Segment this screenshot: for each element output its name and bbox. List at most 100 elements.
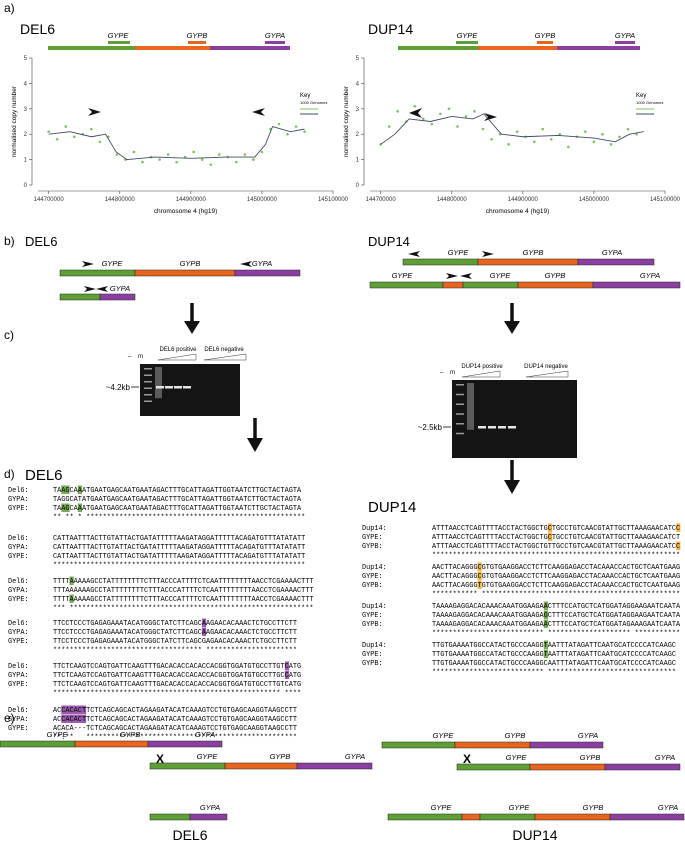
sequence: TAGGCATATGAATGAGCAATGAATAGACTTTGCATTAGAT… (53, 496, 302, 504)
data-point (592, 140, 596, 144)
consensus: ** ** * ********************************… (53, 514, 305, 522)
sequence: ATTTAACCTCAGTTTTACCTACTGGCTGCTGCCTGTCAAC… (432, 525, 680, 533)
consensus: ****************************************… (53, 690, 301, 698)
ladder-band (144, 387, 152, 389)
panel-label: d) (4, 467, 15, 481)
variant-highlight (77, 503, 82, 512)
pcr-band (165, 386, 173, 389)
sequence-name: Del6: (8, 663, 29, 671)
sequence-name: Dup14: (362, 564, 387, 572)
dilution-wedge (157, 353, 197, 361)
data-point (192, 150, 195, 154)
variant-highlight (61, 705, 87, 714)
sequence-name: GYPE: (8, 681, 29, 689)
variant-highlight (543, 649, 548, 658)
sequence-name: GYPE: (8, 596, 29, 604)
gene-box (265, 41, 285, 44)
sequence-name: GYPA: (8, 716, 29, 724)
gene-segment (99, 293, 136, 301)
data-point (387, 125, 391, 128)
data-point (473, 110, 476, 113)
gene-label: GYPE (102, 259, 124, 268)
sequence-name: GYPB: (362, 582, 383, 590)
gene-segment (454, 741, 531, 749)
ladder-band (456, 393, 464, 396)
gene-label: GYPB (270, 752, 291, 761)
data-point (252, 158, 255, 161)
gene-segment (592, 281, 681, 289)
sequence-name: GYPE: (8, 725, 29, 733)
x-tick-label: 145100000 (650, 197, 681, 203)
ladder-band (144, 374, 152, 376)
panel-label: c) (4, 328, 14, 342)
sequence-name: GYPB: (362, 660, 383, 668)
sequence-name: Dup14: (362, 525, 387, 533)
positive-label: DEL6 positive (159, 347, 197, 353)
smoothed-line (48, 126, 305, 161)
chart-title: DEL6 (20, 21, 55, 37)
variant-highlight (477, 562, 482, 571)
gene-segment (462, 281, 519, 289)
gene-box (537, 41, 553, 44)
gene-bar (210, 46, 290, 50)
y-tick-label: 0 (356, 183, 360, 189)
sequence: TTTTAAAAAGCCTATTTTTTTTCTTTACCCATTTTCTCAA… (53, 578, 314, 586)
sequence: TTTAAAAAAGCCTATTTTTTTTCTTTACCCATTTTCTCAA… (53, 587, 314, 595)
gene-label: GYPB (523, 248, 544, 257)
gene-segment (477, 258, 579, 266)
primer-arrow (240, 261, 252, 267)
variant-highlight (61, 714, 87, 723)
gel-smear (155, 367, 162, 399)
sequence-name: GYPB: (362, 621, 383, 629)
sequence-name: Del6: (8, 578, 29, 586)
data-point (396, 110, 400, 113)
gene-label: GYPE (108, 31, 130, 40)
gene-label: GYPB (545, 271, 566, 280)
gene-label: GYPE (47, 730, 69, 739)
data-point (422, 117, 425, 121)
diagram-title: DUP14 (512, 827, 557, 843)
x-tick-label: 145000000 (579, 197, 610, 203)
x-tick-label: 144800000 (437, 197, 468, 203)
gene-segment (234, 269, 301, 277)
sequence-name: GYPE: (362, 612, 383, 620)
sequence-name: GYPE: (362, 651, 383, 659)
sequence: TTGTGAAAATGGCCATACTGCCCAAGGCAATTTATAGATT… (432, 660, 676, 668)
panel-label: a) (4, 1, 15, 15)
data-point (294, 125, 298, 128)
y-tick-label: 3 (356, 107, 360, 113)
data-point (175, 160, 178, 164)
sequence-name: Del6: (8, 620, 29, 628)
gene-box (456, 41, 478, 44)
gene-segment (59, 269, 136, 277)
variant-highlight (284, 670, 289, 679)
sequence-name: Dup14: (362, 603, 387, 611)
consensus: ****************************************… (432, 552, 684, 560)
lane-label: m (450, 370, 455, 376)
pcr-band (156, 386, 164, 389)
x-tick-label: 144900000 (508, 197, 539, 203)
y-tick-label: 2 (24, 132, 28, 138)
sequence: TTCCTCCCTGAGAGAAATACATGGGCTATCTTCAGCGAGA… (53, 638, 297, 646)
variant-highlight (284, 661, 289, 670)
data-point (618, 135, 621, 139)
consensus: ****************************************… (53, 562, 305, 570)
gene-segment (402, 258, 479, 266)
gene-label: GYPE (490, 271, 512, 280)
sequence: ACCACACTTCTCAGCAGCACTAGAAGATACATCAAAGTCC… (53, 707, 297, 715)
gene-segment (224, 762, 298, 770)
negative-label: DUP14 negative (524, 364, 568, 370)
y-tick-label: 4 (356, 81, 360, 87)
data-point (490, 137, 493, 141)
variant-highlight (61, 503, 70, 512)
x-tick-label: 145000000 (247, 197, 278, 203)
data-point (541, 127, 545, 131)
data-point (115, 153, 119, 156)
data-point (456, 125, 459, 128)
data-point (464, 115, 468, 118)
gene-label: GYPA (655, 753, 675, 762)
lane-label: m (138, 354, 143, 360)
gene-label: GYPB (120, 730, 141, 739)
primer-arrow (446, 273, 458, 279)
